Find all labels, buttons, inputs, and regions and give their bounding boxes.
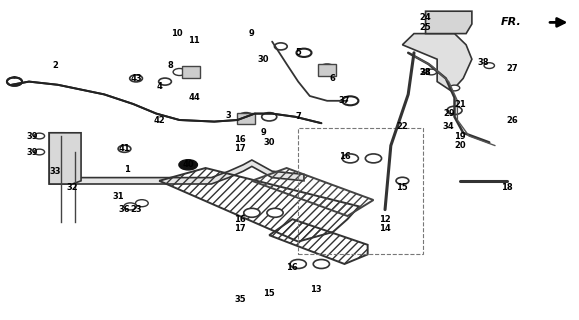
Text: 5: 5: [295, 48, 301, 57]
Text: 18: 18: [501, 183, 512, 192]
Circle shape: [118, 145, 131, 152]
Circle shape: [342, 96, 358, 105]
Polygon shape: [402, 34, 472, 91]
Circle shape: [7, 77, 22, 86]
Text: 35: 35: [234, 295, 246, 304]
Bar: [237, 113, 255, 124]
Polygon shape: [426, 11, 472, 34]
Circle shape: [447, 106, 462, 115]
Text: FR.: FR.: [501, 17, 522, 28]
Circle shape: [130, 75, 142, 82]
Text: 22: 22: [397, 122, 408, 131]
Text: 30: 30: [258, 55, 269, 64]
Circle shape: [484, 63, 494, 68]
Circle shape: [449, 85, 460, 91]
Text: 32: 32: [67, 183, 78, 192]
Polygon shape: [49, 133, 304, 184]
Text: 39: 39: [26, 148, 38, 156]
Circle shape: [313, 260, 329, 268]
Text: 16: 16: [339, 152, 350, 161]
Text: 41: 41: [119, 144, 130, 153]
Text: 20: 20: [455, 141, 466, 150]
Circle shape: [244, 208, 260, 217]
Text: 8: 8: [168, 61, 174, 70]
Circle shape: [34, 149, 45, 155]
Text: 25: 25: [420, 23, 431, 32]
Bar: [298, 128, 423, 254]
Text: 34: 34: [443, 122, 455, 131]
Circle shape: [124, 203, 137, 210]
Bar: [318, 64, 336, 76]
Text: 15: 15: [397, 183, 408, 192]
Circle shape: [183, 68, 199, 76]
Text: 13: 13: [310, 285, 321, 294]
Text: 9: 9: [249, 29, 255, 38]
Text: 38: 38: [478, 58, 489, 67]
Text: 16: 16: [234, 215, 246, 224]
Text: 15: 15: [263, 289, 275, 298]
Text: 36: 36: [119, 205, 130, 214]
Circle shape: [365, 154, 382, 163]
Text: 2: 2: [52, 61, 58, 70]
Text: 28: 28: [420, 68, 431, 76]
Circle shape: [342, 154, 358, 163]
Text: 17: 17: [234, 224, 246, 233]
Circle shape: [396, 177, 409, 184]
Circle shape: [135, 200, 148, 207]
Text: 39: 39: [26, 132, 38, 140]
Circle shape: [262, 113, 277, 121]
Text: 29: 29: [443, 109, 455, 118]
Circle shape: [239, 113, 254, 121]
Circle shape: [173, 68, 186, 76]
Text: 4: 4: [156, 82, 162, 91]
Text: 9: 9: [261, 128, 266, 137]
Text: 11: 11: [188, 36, 200, 44]
Circle shape: [179, 160, 197, 170]
Text: 7: 7: [295, 112, 301, 121]
Text: 24: 24: [420, 13, 431, 22]
Text: 14: 14: [379, 224, 391, 233]
Text: 44: 44: [188, 93, 200, 102]
Text: 26: 26: [507, 116, 518, 124]
Text: 6: 6: [330, 74, 336, 83]
Circle shape: [34, 133, 45, 139]
Text: 19: 19: [455, 132, 466, 140]
Polygon shape: [49, 133, 81, 184]
Circle shape: [319, 64, 335, 73]
Text: 38: 38: [420, 68, 431, 76]
Text: 31: 31: [113, 192, 124, 201]
Text: 16: 16: [234, 135, 246, 144]
Text: 43: 43: [130, 74, 142, 83]
Text: 40: 40: [182, 160, 194, 169]
Circle shape: [426, 69, 437, 75]
Circle shape: [267, 208, 283, 217]
Text: 23: 23: [130, 205, 142, 214]
Text: 37: 37: [339, 96, 350, 105]
Text: 30: 30: [263, 138, 275, 147]
Text: 17: 17: [234, 144, 246, 153]
Text: 12: 12: [379, 215, 391, 224]
Text: 27: 27: [507, 64, 518, 73]
Text: 21: 21: [455, 100, 466, 108]
Circle shape: [274, 43, 287, 50]
Text: 33: 33: [49, 167, 61, 176]
Circle shape: [296, 49, 312, 57]
Text: 3: 3: [226, 111, 232, 120]
Bar: [182, 66, 200, 78]
Circle shape: [290, 260, 306, 268]
Text: 42: 42: [153, 116, 165, 124]
Text: 16: 16: [287, 263, 298, 272]
Circle shape: [159, 78, 171, 85]
Text: 10: 10: [171, 29, 182, 38]
Text: 1: 1: [124, 165, 130, 174]
